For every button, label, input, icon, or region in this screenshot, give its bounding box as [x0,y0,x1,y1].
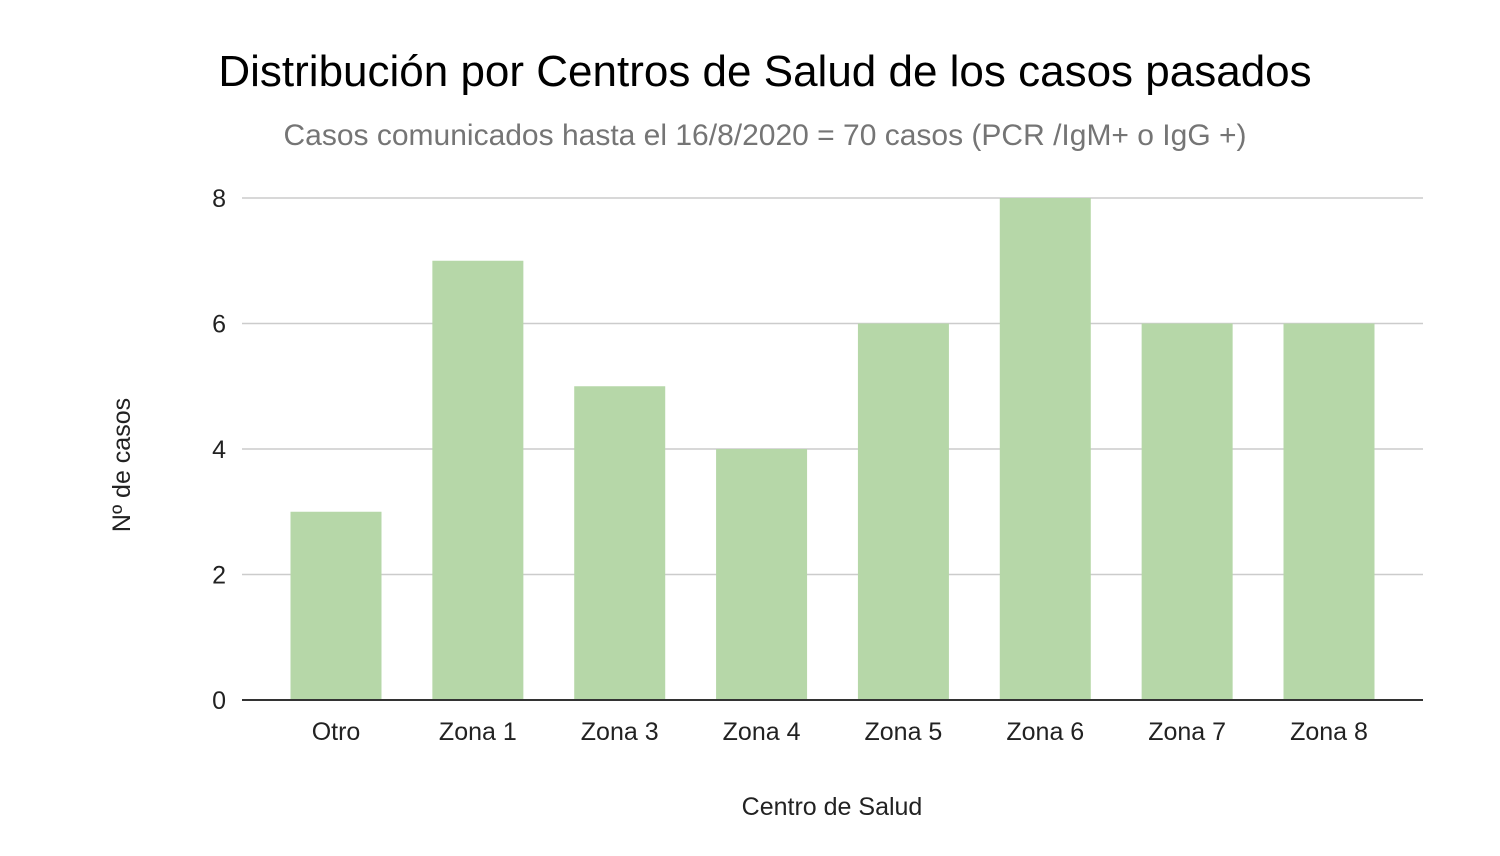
y-axis-ticks: 0 2 4 6 8 [212,185,226,715]
bar-zona-5 [857,323,949,700]
bars [290,198,1375,700]
x-axis-title: Centro de Salud [742,793,923,821]
chart-subtitle: Casos comunicados hasta el 16/8/2020 = 7… [283,119,1246,152]
x-tick-label: Zona 8 [1290,718,1368,746]
x-tick-label: Zona 3 [581,718,659,746]
y-tick-label: 0 [212,687,226,715]
bar-zona-7 [1141,323,1233,700]
x-tick-label: Zona 5 [865,718,943,746]
bar-zona-1 [432,260,524,700]
x-tick-label: Zona 1 [439,718,517,746]
bar-zona-6 [999,198,1091,700]
gridlines [242,197,1423,576]
bar-zona-3 [574,386,666,700]
bar-zona-4 [716,449,808,700]
x-tick-label: Otro [312,718,361,746]
x-axis-ticks: Otro Zona 1 Zona 3 Zona 4 Zona 5 Zona 6 Zona 7… [312,718,1368,746]
bar-otro [290,511,382,700]
y-tick-label: 4 [212,436,226,464]
x-tick-label: Zona 6 [1006,718,1084,746]
y-tick-label: 8 [212,185,226,213]
y-tick-label: 2 [212,562,226,590]
chart-title: Distribución por Centros de Salud de los… [218,47,1311,96]
x-tick-label: Zona 7 [1148,718,1226,746]
y-tick-label: 6 [212,311,226,339]
x-tick-label: Zona 4 [723,718,801,746]
bar-zona-8 [1283,323,1375,700]
y-axis-title: Nº de casos [108,398,136,532]
